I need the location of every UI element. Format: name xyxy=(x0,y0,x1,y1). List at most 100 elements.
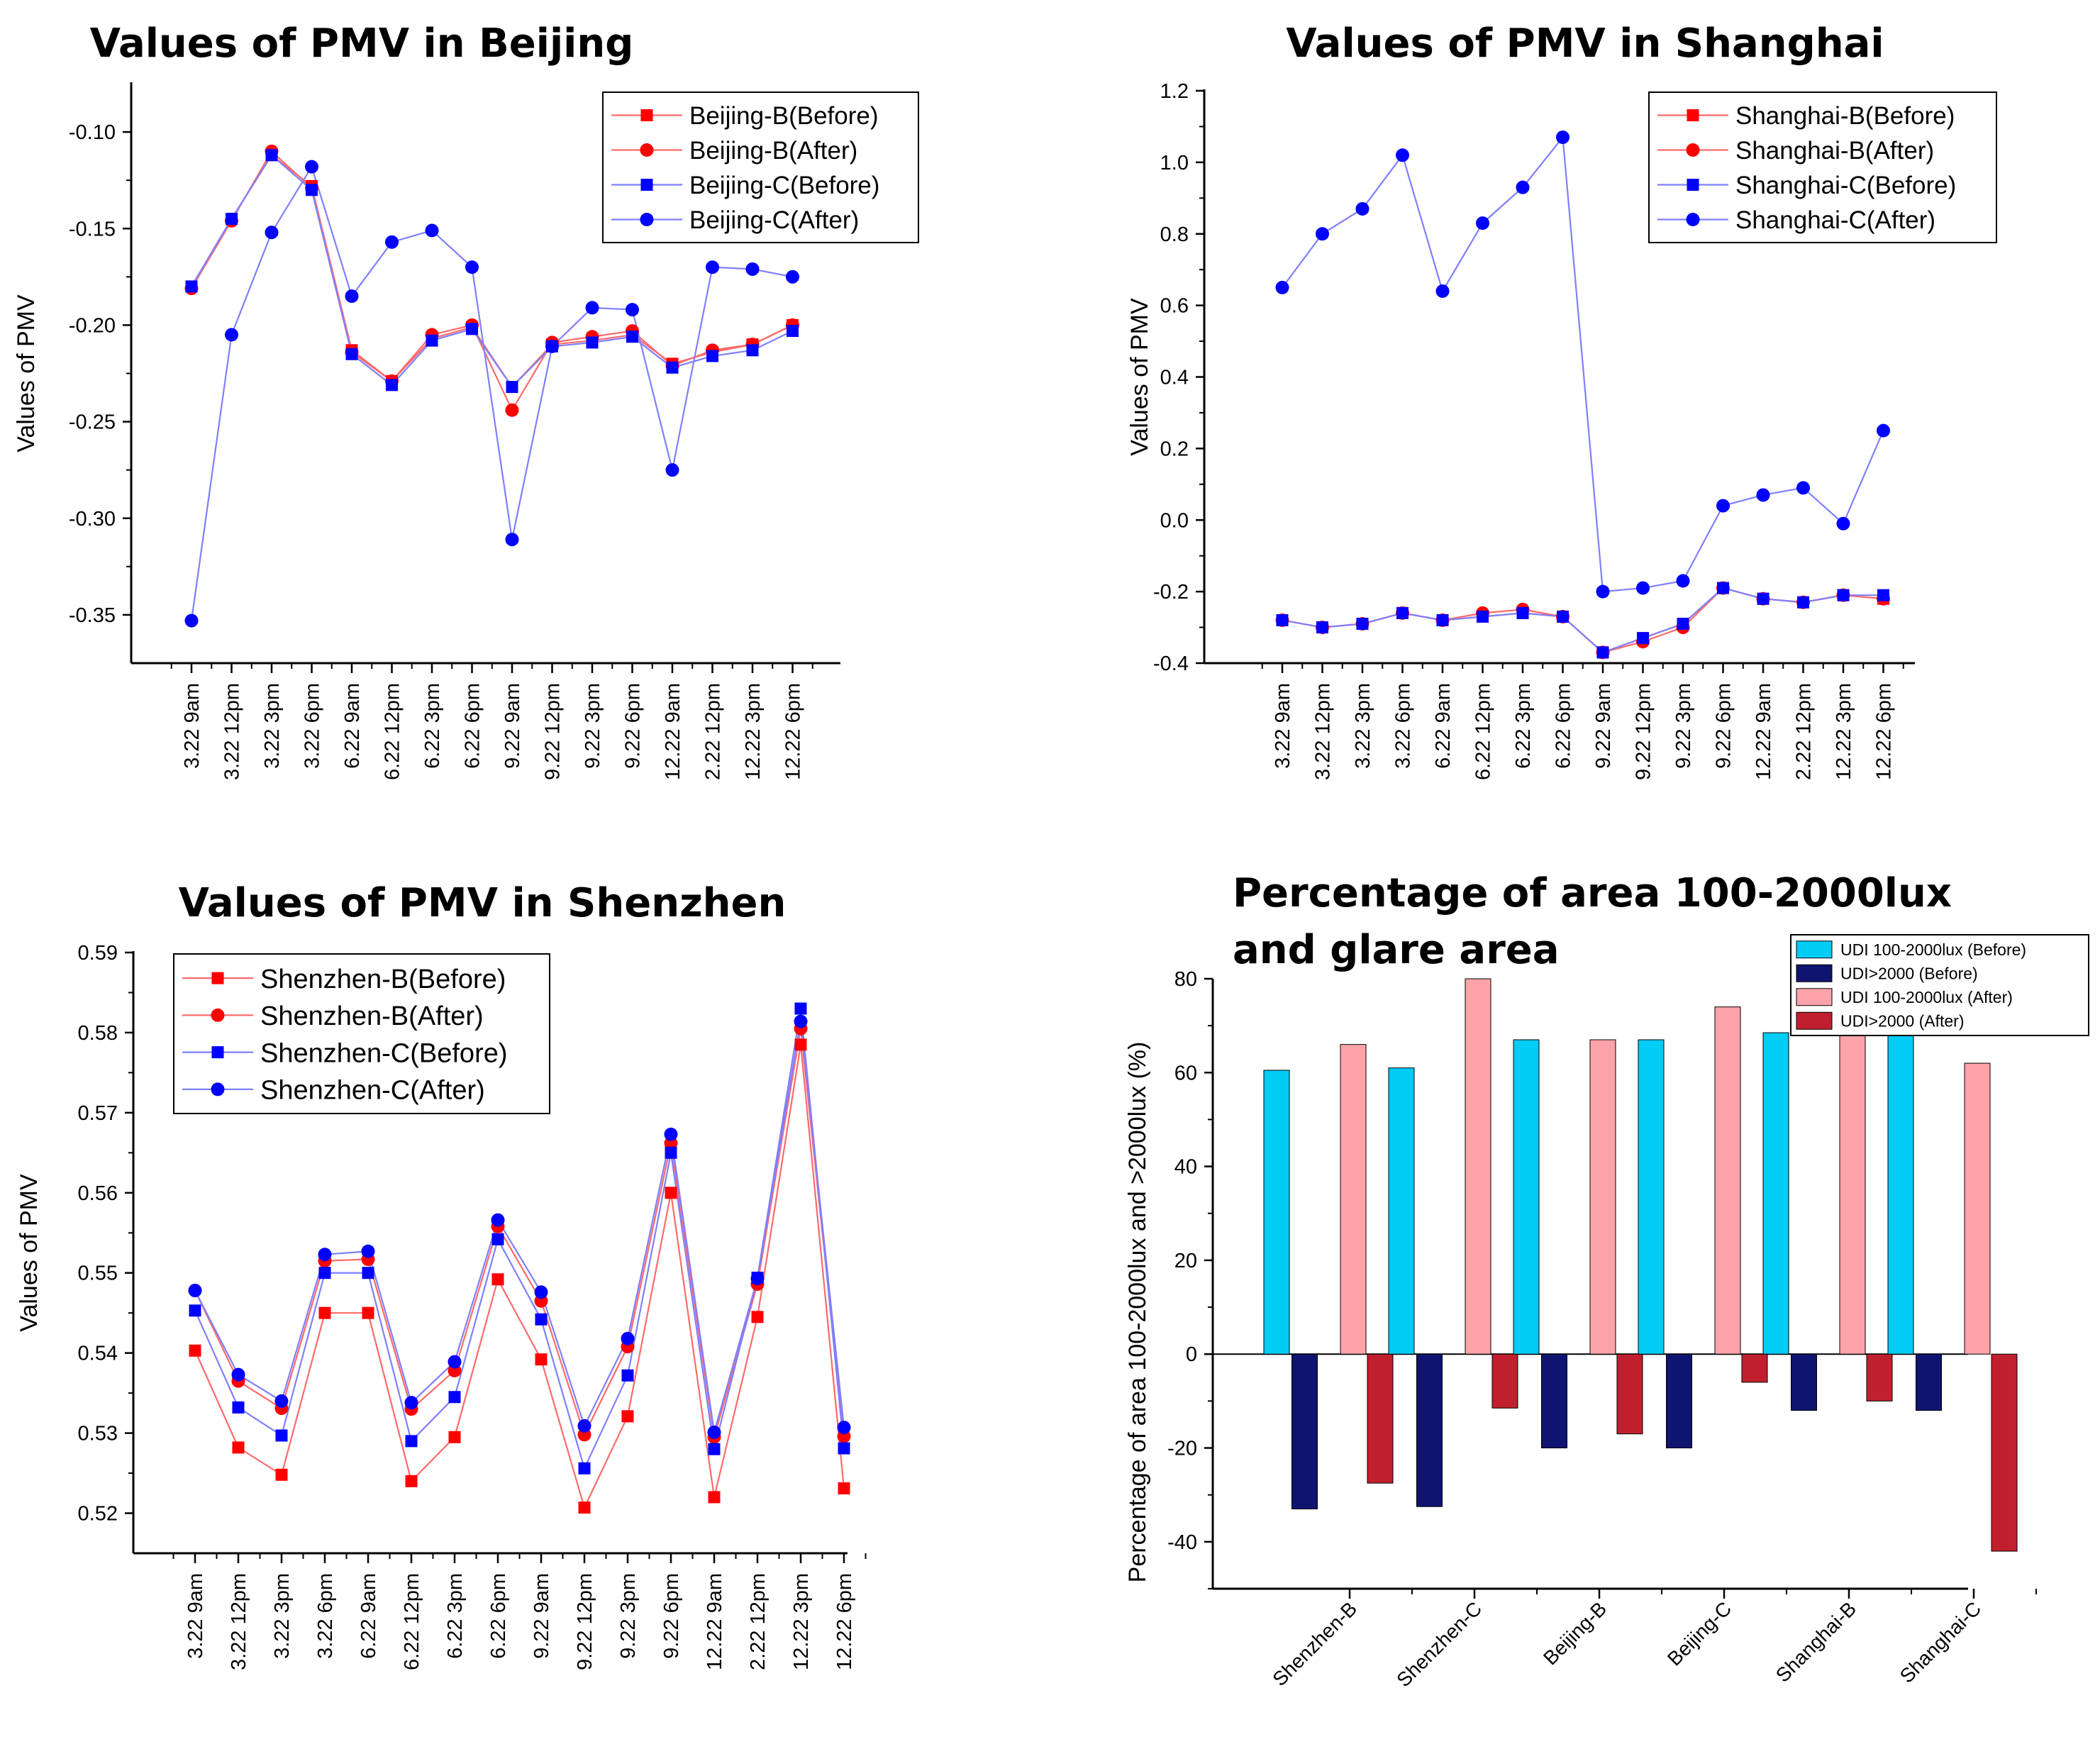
data-point-square xyxy=(232,1441,245,1454)
data-point-circle xyxy=(1877,423,1890,438)
legend-marker-square xyxy=(1687,109,1699,121)
x-tick-label: 12.22 9am xyxy=(662,683,684,780)
data-point-circle xyxy=(1636,581,1650,595)
y-tick-label: 0.56 xyxy=(78,1182,118,1205)
x-tick-label: 9.22 12pm xyxy=(1633,683,1655,780)
bar-navy xyxy=(1666,1353,1692,1449)
data-point-square xyxy=(1877,589,1889,601)
bar-cyan xyxy=(1887,1032,1914,1355)
x-tick-label: 12.22 9am xyxy=(1752,683,1775,780)
x-tick-label: 9.22 9am xyxy=(501,683,524,769)
data-point-circle xyxy=(231,1367,245,1382)
y-tick-label: 0.59 xyxy=(78,942,118,965)
legend-label: UDI 100-2000lux (Before) xyxy=(1840,940,2026,959)
bar-darkred xyxy=(1367,1353,1394,1484)
legend: Shanghai-B(Before) Shanghai-B(After) Shang… xyxy=(1648,91,1997,243)
x-tick-label: 3.22 3pm xyxy=(261,683,284,769)
y-tick-label: 0.52 xyxy=(78,1503,118,1526)
y-tick-label: -0.20 xyxy=(69,314,116,337)
legend-label: Shenzhen-B(After) xyxy=(260,1001,484,1031)
y-tick-label: 0 xyxy=(1186,1343,1197,1366)
bar-pink xyxy=(1964,1062,1991,1355)
data-point-square xyxy=(448,1431,461,1443)
data-point-square xyxy=(265,149,278,162)
data-point-circle xyxy=(837,1421,851,1435)
data-point-square xyxy=(838,1442,850,1455)
legend-label: UDI 100-2000lux (After) xyxy=(1840,988,2013,1006)
bar-cyan xyxy=(1638,1039,1665,1355)
data-point-circle xyxy=(1396,148,1409,162)
legend-swatch xyxy=(1796,940,1833,959)
legend-marker-square xyxy=(1687,179,1699,191)
data-point-square xyxy=(318,1306,331,1319)
bar-navy xyxy=(1916,1353,1942,1411)
y-tick-label: 0.4 xyxy=(1160,367,1189,389)
data-point-circle xyxy=(1676,574,1690,588)
chart-title: Values of PMV in Beijing xyxy=(90,21,634,67)
x-tick-label: 6.22 12pm xyxy=(401,1573,423,1670)
data-point-circle xyxy=(188,1284,202,1298)
legend-marker-circle xyxy=(211,1008,225,1022)
data-point-circle xyxy=(465,260,479,274)
chart-title: Percentage of area 100-2000lux xyxy=(1233,870,1952,916)
x-tick-label: 12.22 9am xyxy=(704,1573,726,1670)
y-tick-label: -0.25 xyxy=(69,411,116,434)
series-line-Beijing-C(Before) xyxy=(191,154,793,389)
legend-marker-square xyxy=(640,109,653,121)
x-tick-label: Shenzhen-B xyxy=(1268,1597,1361,1690)
bar-darkred xyxy=(1741,1353,1768,1383)
chart-udi: Percentage of area 100-2000lux and glare … xyxy=(1124,870,2089,1691)
y-tick-label: 1.2 xyxy=(1160,80,1189,103)
x-tick-label: Shanghai-B xyxy=(1772,1597,1860,1686)
data-point-square xyxy=(535,1313,548,1326)
series-line-Shenzhen-C(Before) xyxy=(194,1008,845,1471)
data-point-circle xyxy=(534,1285,548,1299)
x-tick-label: 2.22 12pm xyxy=(702,683,725,780)
legend-box xyxy=(1648,91,1997,243)
data-point-circle xyxy=(1275,280,1289,294)
data-point-circle xyxy=(1355,201,1370,216)
y-tick-label: 20 xyxy=(1174,1250,1197,1272)
data-point-square xyxy=(506,381,518,394)
x-tick-label: 6.22 6pm xyxy=(487,1573,510,1659)
chart-shenzhen: Values of PMV in Shenzhen 0.52 0.53 0.54 0.5… xyxy=(16,880,867,1670)
data-point-circle xyxy=(265,226,279,240)
data-point-square xyxy=(1757,592,1770,605)
legend: Beijing-B(Before) Beijing-B(After) Beijing… xyxy=(602,91,919,243)
data-point-circle xyxy=(664,1127,678,1141)
series-line-Shanghai-B(Before) xyxy=(1282,587,1884,654)
data-point-square xyxy=(448,1391,461,1404)
data-point-square xyxy=(708,1491,721,1504)
x-tick-label: 3.22 12pm xyxy=(221,683,244,780)
data-point-circle xyxy=(425,223,439,238)
data-point-square xyxy=(1637,632,1649,645)
data-point-square xyxy=(275,1468,288,1481)
y-tick-label: -40 xyxy=(1167,1531,1197,1554)
legend-marker-circle xyxy=(640,143,654,157)
x-tick-label: 9.22 9am xyxy=(1592,683,1615,769)
data-point-circle xyxy=(577,1418,591,1433)
y-tick-label: 60 xyxy=(1174,1062,1197,1084)
data-point-square xyxy=(708,1443,721,1455)
bar-pink xyxy=(1589,1039,1616,1355)
legend-label: Shanghai-C(Before) xyxy=(1735,172,1956,199)
data-point-circle xyxy=(318,1248,332,1262)
bar-cyan xyxy=(1513,1039,1540,1355)
legend-marker-square xyxy=(211,972,224,984)
data-point-circle xyxy=(1435,284,1450,298)
data-point-square xyxy=(1396,606,1409,619)
data-point-circle xyxy=(1596,584,1610,599)
x-tick-label: Beijing-C xyxy=(1663,1597,1735,1670)
legend-label: UDI>2000 (After) xyxy=(1840,1011,1965,1030)
bar-darkred xyxy=(1866,1353,1893,1401)
chart-title: Values of PMV in Shenzhen xyxy=(179,880,787,926)
data-point-circle xyxy=(794,1014,808,1028)
x-tick-label: 6.22 6pm xyxy=(1552,683,1575,769)
legend: UDI 100-2000lux (Before) UDI>2000 (Before… xyxy=(1790,934,2089,1036)
chart-title: Values of PMV in Shanghai xyxy=(1286,21,1884,67)
data-point-square xyxy=(1677,618,1689,631)
data-point-circle xyxy=(585,301,599,315)
data-point-square xyxy=(578,1501,591,1514)
y-axis-label: Percentage of area 100-2000lux and >2000… xyxy=(1124,1042,1151,1583)
x-tick-label: 3.22 6pm xyxy=(301,683,324,769)
